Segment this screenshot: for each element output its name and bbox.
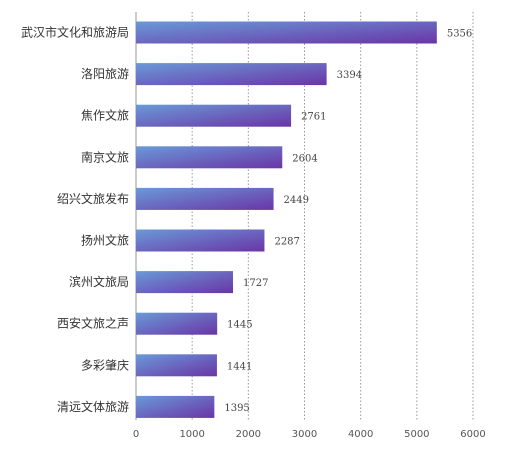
category-label: 滨州文旅局 (69, 274, 129, 289)
bar (136, 146, 283, 169)
bar (136, 229, 265, 252)
x-tick-label: 5000 (404, 429, 429, 440)
value-label: 2761 (301, 112, 326, 123)
category-label: 西安文旅之声 (57, 316, 129, 331)
category-label: 清远文体旅游 (57, 399, 129, 414)
category-labels: 武汉市文化和旅游局洛阳旅游焦作文旅南京文旅绍兴文旅发布扬州文旅滨州文旅局西安文旅… (21, 25, 129, 414)
x-tick-label: 2000 (236, 429, 261, 440)
value-label: 1727 (243, 278, 268, 289)
x-tick-label: 6000 (460, 429, 485, 440)
x-tick-label: 1000 (179, 429, 204, 440)
bar (136, 312, 218, 335)
x-tick-label: 0 (133, 429, 139, 440)
bar (136, 354, 217, 377)
value-label: 1441 (227, 361, 252, 372)
category-label: 绍兴文旅发布 (57, 191, 129, 206)
x-tick-label: 3000 (292, 429, 317, 440)
x-tick-label: 4000 (348, 429, 373, 440)
value-label: 2287 (274, 237, 299, 248)
category-label: 武汉市文化和旅游局 (21, 25, 129, 40)
value-label: 5356 (447, 29, 472, 40)
x-axis-tick-labels: 0 1000 2000 3000 4000 5000 6000 (133, 429, 486, 440)
category-label: 焦作文旅 (81, 108, 129, 123)
value-label: 3394 (337, 70, 362, 81)
category-label: 洛阳旅游 (81, 66, 129, 81)
value-label: 1395 (224, 403, 249, 414)
bar (136, 271, 233, 294)
value-labels: 5356 3394 2761 2604 2449 2287 1727 1445 1441 1395 (224, 29, 472, 414)
bar (136, 21, 437, 44)
bar (136, 104, 292, 127)
bar (136, 187, 274, 210)
value-label: 1445 (227, 320, 252, 331)
value-label: 2604 (292, 153, 317, 164)
category-label: 扬州文旅 (81, 233, 129, 248)
bars (136, 21, 437, 418)
category-label: 南京文旅 (81, 149, 129, 164)
value-label: 2449 (284, 195, 309, 206)
bar (136, 395, 215, 418)
category-label: 多彩肇庆 (81, 357, 129, 372)
bar (136, 63, 327, 86)
